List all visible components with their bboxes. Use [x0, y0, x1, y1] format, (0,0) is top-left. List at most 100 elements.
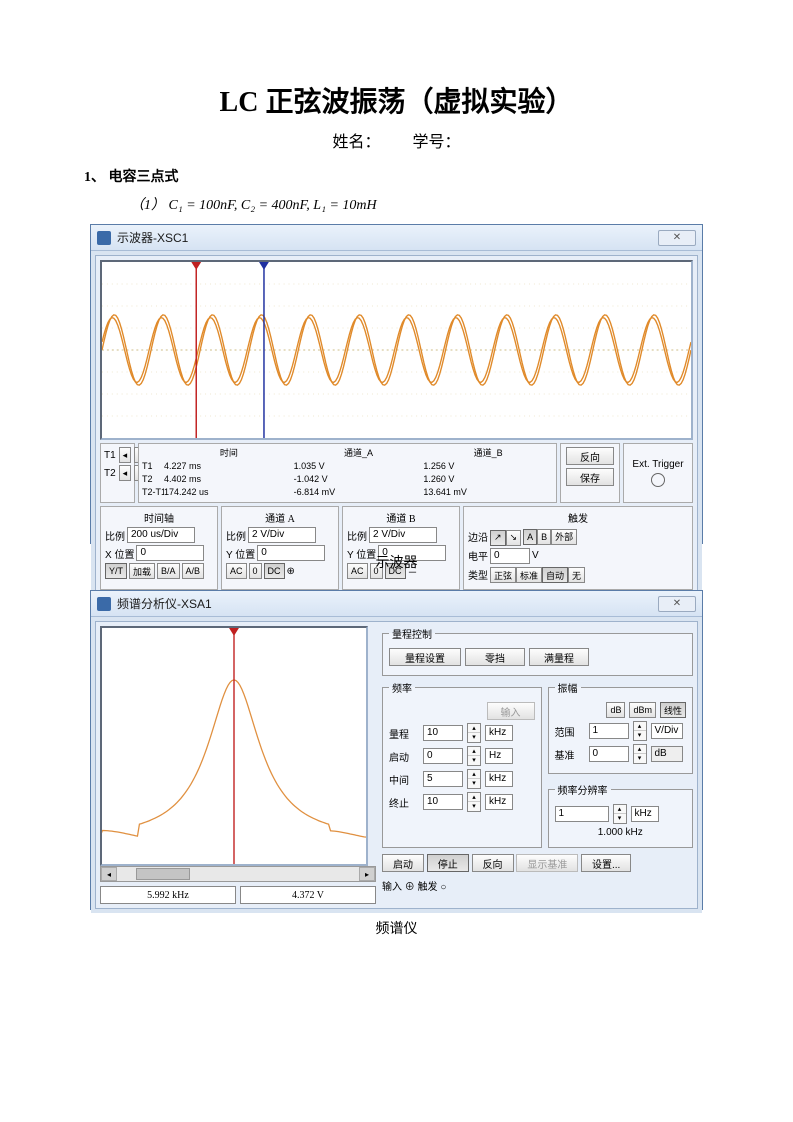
span-field[interactable]: 10 [423, 725, 463, 741]
spec-right-pane: 量程控制 量程设置 零挡 满量程 频率 输入 量程10▴▾kHz [382, 626, 693, 904]
trigger-edge-button-0[interactable]: ↗ [490, 530, 506, 546]
cursor-t1-left[interactable]: ◂ [119, 447, 132, 463]
close-icon[interactable]: ✕ [658, 596, 696, 612]
trigger-group: 触发 边沿 ↗↘ AB外部 电平 0 V 类型 [463, 506, 693, 590]
amp-mode-button-2[interactable]: 线性 [660, 702, 686, 718]
settings-button[interactable]: 设置... [581, 854, 631, 872]
center-unit[interactable]: kHz [485, 771, 513, 787]
timebase-mode-button-2[interactable]: B/A [157, 563, 180, 579]
amp-ref-field[interactable]: 0 [589, 746, 629, 762]
cha-coupling-button-1[interactable]: 0 [249, 563, 262, 579]
center-stepper[interactable]: ▴▾ [467, 769, 481, 789]
trigger-type-button-3[interactable]: 无 [568, 567, 585, 583]
chb-coupling-button-0[interactable]: AC [347, 563, 368, 579]
ext-trigger-port-icon[interactable] [651, 473, 665, 487]
chb-scale-label: 比例 [347, 528, 367, 543]
enter-button[interactable]: 输入 [487, 702, 535, 720]
cha-coupling-button-0[interactable]: AC [226, 563, 247, 579]
amp-mode-button-0[interactable]: dB [606, 702, 625, 718]
trigger-type-button-0[interactable]: 正弦 [490, 567, 516, 583]
readout-r3-b: 13.641 mV [423, 486, 553, 499]
spec-freq-readout: 5.992 kHz [100, 886, 236, 904]
chb-title: 通道 B [347, 510, 455, 525]
cursor-t2-left[interactable]: ◂ [119, 465, 132, 481]
amp-range-stepper[interactable]: ▴▾ [633, 721, 647, 741]
trigger-edge-button-1[interactable]: ↘ [506, 530, 522, 546]
cha-coupling-button-2[interactable]: DC [264, 563, 285, 579]
trigger-type-button-1[interactable]: 标准 [516, 567, 542, 583]
ext-trigger-label: Ext. Trigger [632, 459, 683, 470]
readout-r2-t: 4.402 ms [164, 473, 294, 486]
trigger-title: 触发 [468, 510, 688, 525]
show-ref-button[interactable]: 显示基准 [516, 854, 578, 872]
cha-title: 通道 A [226, 510, 334, 525]
end-field[interactable]: 10 [423, 794, 463, 810]
start-button[interactable]: 启动 [382, 854, 424, 872]
amp-range-field[interactable]: 1 [589, 723, 629, 739]
spec-window-title: 频谱分析仪-XSA1 [117, 595, 212, 612]
res-shown: 1.000 kHz [598, 827, 643, 838]
reverse-button[interactable]: 反向 [566, 447, 614, 465]
scope-app-icon [97, 231, 111, 245]
span-stepper[interactable]: ▴▾ [467, 723, 481, 743]
start-label: 启动 [389, 749, 419, 764]
res-field[interactable]: 1 [555, 806, 609, 822]
scroll-left-icon[interactable]: ◂ [101, 867, 117, 881]
res-unit[interactable]: kHz [631, 806, 659, 822]
end-stepper[interactable]: ▴▾ [467, 792, 481, 812]
spec-titlebar[interactable]: 频谱分析仪-XSA1 ✕ [91, 591, 702, 617]
center-field[interactable]: 5 [423, 771, 463, 787]
trigger-type-label: 类型 [468, 567, 488, 582]
end-unit[interactable]: kHz [485, 794, 513, 810]
spec-left-pane: ◂ ▸ 5.992 kHz 4.372 V [100, 626, 376, 904]
scroll-right-icon[interactable]: ▸ [359, 867, 375, 881]
start-stepper[interactable]: ▴▾ [467, 746, 481, 766]
spectrum-display[interactable] [100, 626, 368, 866]
zero-span-button[interactable]: 零挡 [465, 648, 525, 666]
reverse-button[interactable]: 反向 [472, 854, 514, 872]
cha-scale-field[interactable]: 2 V/Div [248, 527, 316, 543]
amplitude-group: 振幅 dBdBm线性 范围1▴▾V/Div 基准0▴▾dB [548, 680, 694, 774]
timebase-xpos-field[interactable]: 0 [136, 545, 204, 561]
amp-title: 振幅 [555, 680, 581, 695]
trigger-src-button-1[interactable]: B [537, 529, 551, 545]
trigger-type-btns: 正弦标准自动无 [490, 566, 585, 584]
scroll-thumb[interactable] [136, 868, 189, 880]
timebase-mode-button-1[interactable]: 加载 [129, 563, 155, 579]
span-unit[interactable]: kHz [485, 725, 513, 741]
close-icon[interactable]: ✕ [658, 230, 696, 246]
amp-ref-stepper[interactable]: ▴▾ [633, 744, 647, 764]
timebase-mode-button-3[interactable]: A/B [182, 563, 205, 579]
trigger-src-button-2[interactable]: 外部 [551, 529, 577, 545]
scope-titlebar[interactable]: 示波器-XSC1 ✕ [91, 225, 702, 251]
scope-readout-table: 时间通道_A通道_B T14.227 ms1.035 V1.256 V T24.… [138, 443, 557, 503]
scope-waveform-svg [102, 262, 691, 438]
trigger-port-label: 触发 ○ [418, 882, 447, 893]
center-label: 中间 [389, 772, 419, 787]
chb-scale-field[interactable]: 2 V/Div [369, 527, 437, 543]
start-unit[interactable]: Hz [485, 748, 513, 764]
stop-button[interactable]: 停止 [427, 854, 469, 872]
readout-r3-t: 174.242 us [164, 486, 294, 499]
cha-ypos-field[interactable]: 0 [257, 545, 325, 561]
full-span-button[interactable]: 满量程 [529, 648, 589, 666]
readout-r1-t: 4.227 ms [164, 460, 294, 473]
start-field[interactable]: 0 [423, 748, 463, 764]
range-set-button[interactable]: 量程设置 [389, 648, 461, 666]
amp-mode-button-1[interactable]: dBm [629, 702, 656, 718]
save-button[interactable]: 保存 [566, 468, 614, 486]
spec-hscrollbar[interactable]: ◂ ▸ [100, 866, 376, 882]
timebase-scale-field[interactable]: 200 us/Div [127, 527, 195, 543]
author-line: 姓名： 学号： [90, 128, 703, 152]
cha-coupling-row: AC0DC⊕ [226, 563, 334, 579]
range-ctrl-title: 量程控制 [389, 626, 435, 641]
trigger-level-field[interactable]: 0 [490, 548, 530, 564]
trigger-src-button-0[interactable]: A [523, 529, 537, 545]
timebase-mode-button-0[interactable]: Y/T [105, 563, 127, 579]
res-stepper[interactable]: ▴▾ [613, 804, 627, 824]
amp-range-unit[interactable]: V/Div [651, 723, 683, 739]
amp-mode-row: dBdBm线性 [555, 702, 687, 718]
spectrum-svg [102, 628, 366, 864]
trigger-type-button-2[interactable]: 自动 [542, 567, 568, 583]
scope-waveform-display[interactable] [100, 260, 693, 440]
